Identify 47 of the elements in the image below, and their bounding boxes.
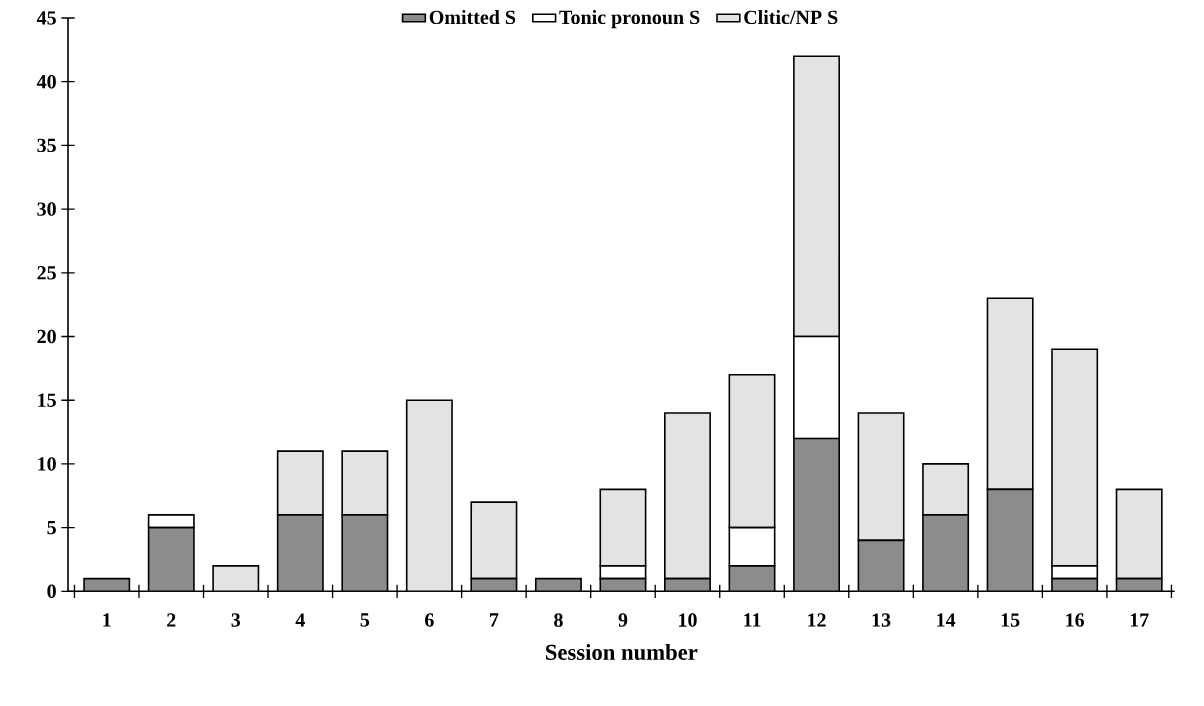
y-tick-label: 25 [37, 266, 56, 280]
y-tick-label: 0 [47, 584, 56, 599]
bar [664, 412, 711, 580]
y-tick-label: 15 [38, 393, 56, 407]
x-tick-label: 16 [1066, 613, 1085, 627]
x-tick-label: 6 [425, 613, 434, 627]
x-tick-label: 14 [937, 613, 956, 627]
bar [534, 577, 582, 592]
bar [406, 400, 453, 592]
legend-label: Clitic/NP S [744, 10, 838, 25]
x-tick-label: 10 [679, 613, 697, 627]
x-tick-label: 5 [360, 613, 370, 627]
bar [276, 450, 324, 516]
bar [83, 577, 131, 592]
bar [986, 297, 1034, 491]
x-tick-label: 1 [103, 613, 111, 627]
x-tick-label: 12 [808, 613, 826, 627]
x-tick-label: 9 [618, 613, 628, 627]
x-tick-label: 17 [1130, 613, 1149, 627]
bar [599, 488, 647, 567]
legend-label: Omitted S [429, 10, 516, 25]
y-tick-label: 5 [47, 520, 56, 535]
x-tick-label: 3 [231, 613, 241, 627]
y-tick-label: 45 [36, 11, 56, 25]
bar [922, 463, 970, 516]
x-axis-title: Session number [546, 644, 698, 661]
bar [1115, 488, 1163, 580]
y-tick-label: 20 [37, 329, 56, 344]
bar [728, 373, 776, 529]
bar [793, 55, 840, 338]
x-tick-label: 4 [295, 613, 305, 627]
x-tick-label: 8 [554, 613, 563, 627]
x-tick-label: 7 [490, 613, 499, 627]
y-tick-label: 10 [38, 457, 56, 471]
bar [470, 501, 518, 580]
y-tick-label: 30 [37, 202, 56, 216]
x-tick-label: 15 [1001, 613, 1020, 627]
y-tick-label: 40 [36, 74, 56, 89]
bar [341, 450, 389, 516]
x-tick-label: 11 [744, 613, 761, 627]
legend-label: Tonic pronoun S [559, 10, 700, 29]
bar [1051, 348, 1099, 567]
bar [857, 412, 905, 542]
x-tick-label: 2 [167, 613, 176, 627]
bar [213, 565, 259, 592]
y-tick-label: 35 [37, 138, 56, 153]
x-tick-label: 13 [872, 613, 891, 627]
